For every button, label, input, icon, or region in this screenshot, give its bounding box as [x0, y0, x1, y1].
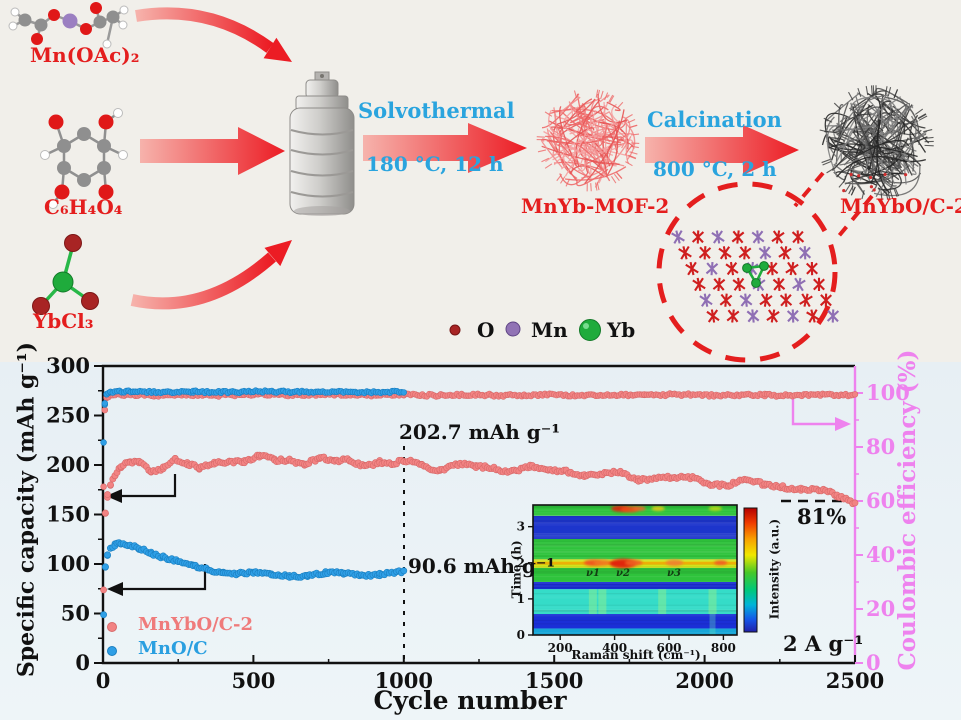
step2-name: Calcination [647, 107, 782, 132]
left-tick-label: 100 [46, 551, 90, 576]
left-tick-label: 300 [46, 353, 90, 378]
right-tick-label: 0 [866, 650, 881, 675]
atom-legend-yb: Yb [607, 318, 636, 342]
straight-arrow-middle [140, 127, 285, 175]
right-tick-label: 80 [866, 434, 895, 459]
left-tick-label: 50 [61, 601, 90, 626]
raman-heatmap-inset: 200 400 600 800 0 1 2 3 [517, 504, 758, 655]
left-tick-label: 200 [46, 452, 90, 477]
inset-x-axis-label: Raman shift (cm⁻¹) [571, 648, 701, 662]
inset-colorbar [743, 507, 758, 633]
inset-peak-label-2: ν2 [616, 568, 630, 579]
y-axis-label-right: Coulombic efficiency (%) [893, 349, 921, 671]
inset-x-tick: 800 [711, 641, 736, 655]
left-tick-label: 250 [46, 403, 90, 428]
inset-x-tick: 400 [602, 641, 627, 655]
atom-legend-o: O [477, 318, 495, 342]
crystal-lattice [671, 230, 840, 323]
mnyb-mof-ball [536, 89, 640, 192]
inset-y-tick: 0 [517, 628, 525, 642]
chart-background [0, 362, 961, 720]
right-tick-label: 20 [866, 596, 895, 621]
chart-legend-markers [107, 622, 117, 656]
dhbq-molecule [40, 108, 128, 209]
reactant-label-dhbq: C₆H₄O₄ [44, 195, 123, 219]
atom-legend-markers [449, 319, 601, 341]
inset-y-tick: 1 [517, 592, 525, 606]
product-label: MnYbO/C-2 [840, 194, 961, 218]
series-3 [100, 387, 407, 446]
right-tick-label: 60 [866, 488, 895, 513]
mn-acetate-molecule [8, 2, 129, 49]
annotation-rate: 2 A g⁻¹ [783, 631, 864, 656]
inset-x-tick: 600 [656, 641, 681, 655]
heatmap-area [533, 505, 737, 635]
right-tick-label: 40 [866, 542, 895, 567]
solvothermal-arrow [363, 123, 527, 173]
mnybo-c-ball [819, 85, 934, 201]
legend-label-mnybo: MnYbO/C-2 [138, 614, 254, 635]
intermediate-label: MnYb-MOF-2 [521, 194, 670, 218]
inset-y-axis-label: Time (h) [509, 540, 524, 599]
step1-name: Solvothermal [358, 98, 515, 123]
x-axis-label: Cycle number [373, 686, 567, 715]
calcination-arrow [645, 125, 799, 175]
x-tick-label: 1500 [525, 668, 583, 693]
inset-y-tick: 2 [517, 556, 525, 570]
reactant-label-mn-acetate: Mn(OAc)₂ [30, 43, 140, 67]
step2-condition: 800 °C, 2 h [653, 157, 777, 181]
y-axis-label-left: Specific capacity (mAh g⁻¹) [13, 341, 40, 678]
x-tick-label: 1000 [375, 668, 433, 693]
x-tick-label: 500 [231, 668, 275, 693]
curved-arrow-bottom [130, 240, 292, 310]
left-tick-label: 150 [46, 502, 90, 527]
inset-x-tick: 200 [548, 641, 573, 655]
step1-condition: 180 °C, 12 h [366, 152, 504, 176]
inset-colorbar-label: Intensity (a.u.) [767, 518, 782, 620]
inset-peak-label-1: ν1 [586, 568, 600, 579]
inset-y-tick: 3 [517, 520, 525, 534]
atom-legend-mn: Mn [531, 318, 568, 342]
series-1 [100, 539, 408, 619]
right-tick-label: 100 [866, 380, 910, 405]
legend-label-mno: MnO/C [138, 638, 208, 659]
zoom-callout-circle [656, 171, 874, 363]
x-tick-label: 2500 [826, 668, 884, 693]
left-tick-label: 0 [75, 650, 90, 675]
x-tick-label: 2000 [675, 668, 733, 693]
annotation-capacity-blue: 90.6 mAh g⁻¹ [408, 554, 556, 578]
annotation-capacity-pink: 202.7 mAh g⁻¹ [399, 420, 561, 444]
reactant-label-ybcl3: YbCl₃ [33, 309, 94, 333]
x-tick-label: 0 [96, 668, 111, 693]
series-0 [100, 451, 859, 594]
curved-arrow-top [135, 7, 292, 62]
ybcl3-molecule [32, 234, 99, 315]
autoclave-icon [289, 71, 355, 216]
annotation-retention: 81% [797, 504, 847, 529]
inset-peak-label-3: ν3 [667, 568, 681, 579]
